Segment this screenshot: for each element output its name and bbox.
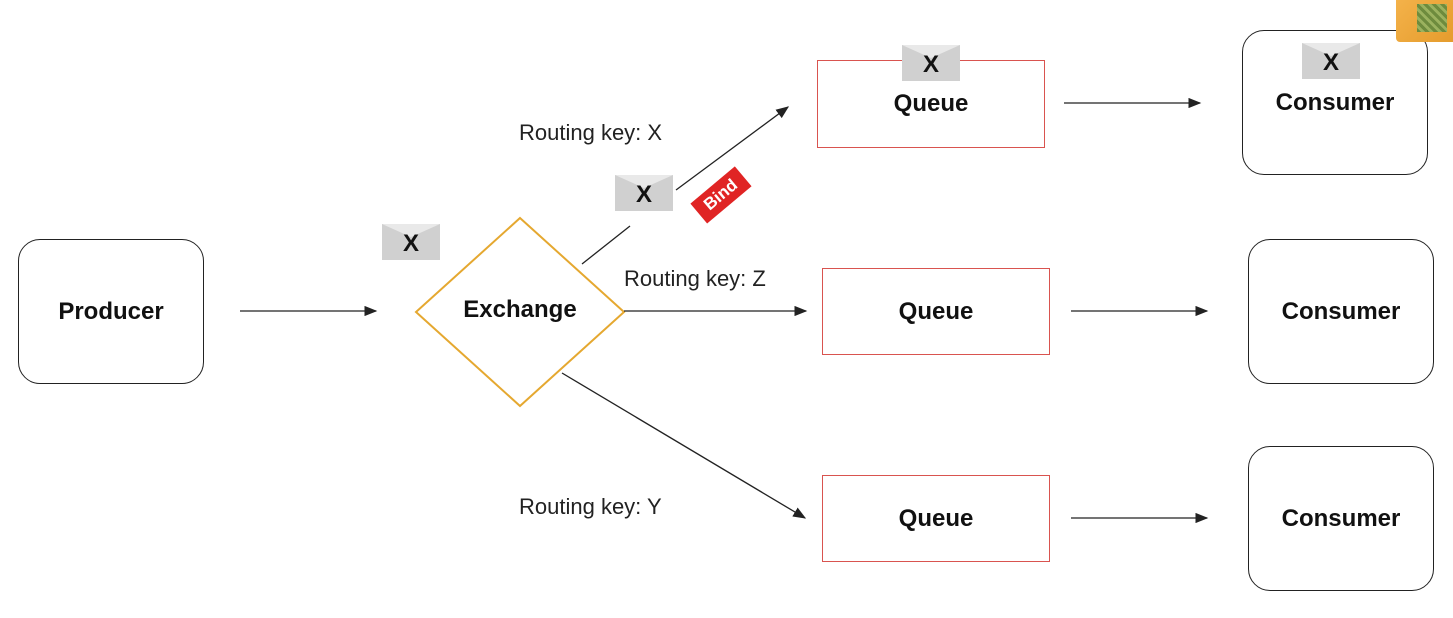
exchange-to-queue-bottom-arrow <box>561 372 807 519</box>
message-envelope-icon-at-consumer: X <box>1302 43 1360 79</box>
exchange-diamond <box>414 216 626 408</box>
queue-middle: Queue <box>822 268 1050 355</box>
producer-label: Producer <box>58 297 164 325</box>
message-key: X <box>1322 49 1339 76</box>
exchange-to-queue-top-arrow-start <box>581 225 631 265</box>
consumer-bottom-label: Consumer <box>1281 504 1401 532</box>
producer-node: Producer <box>18 239 204 384</box>
consumer-bottom: Consumer <box>1248 446 1434 591</box>
corner-logo-icon <box>1396 0 1453 42</box>
message-key: X <box>922 51 939 78</box>
message-envelope-icon-on-route: X <box>615 175 673 211</box>
queue-middle-label: Queue <box>898 297 974 325</box>
exchange-to-queue-top-arrow <box>675 106 790 191</box>
consumer-middle-label: Consumer <box>1281 297 1401 325</box>
consumer-middle: Consumer <box>1248 239 1434 384</box>
message-key: X <box>635 181 652 208</box>
queue-bottom: Queue <box>822 475 1050 562</box>
routing-key-middle-label: Routing key: Z <box>624 266 766 291</box>
consumer-top-label: Consumer <box>1275 88 1395 116</box>
queue-top: Queue <box>817 60 1045 148</box>
message-envelope-icon-in-queue: X <box>902 45 960 81</box>
exchange-label: Exchange <box>463 296 577 323</box>
queue-bottom-label: Queue <box>898 504 974 532</box>
message-envelope-icon-incoming: X <box>382 224 440 260</box>
routing-key-top-label: Routing key: X <box>519 120 663 145</box>
routing-key-bottom-label: Routing key: Y <box>519 494 662 519</box>
message-key: X <box>402 230 419 257</box>
queue-top-label: Queue <box>893 90 969 117</box>
